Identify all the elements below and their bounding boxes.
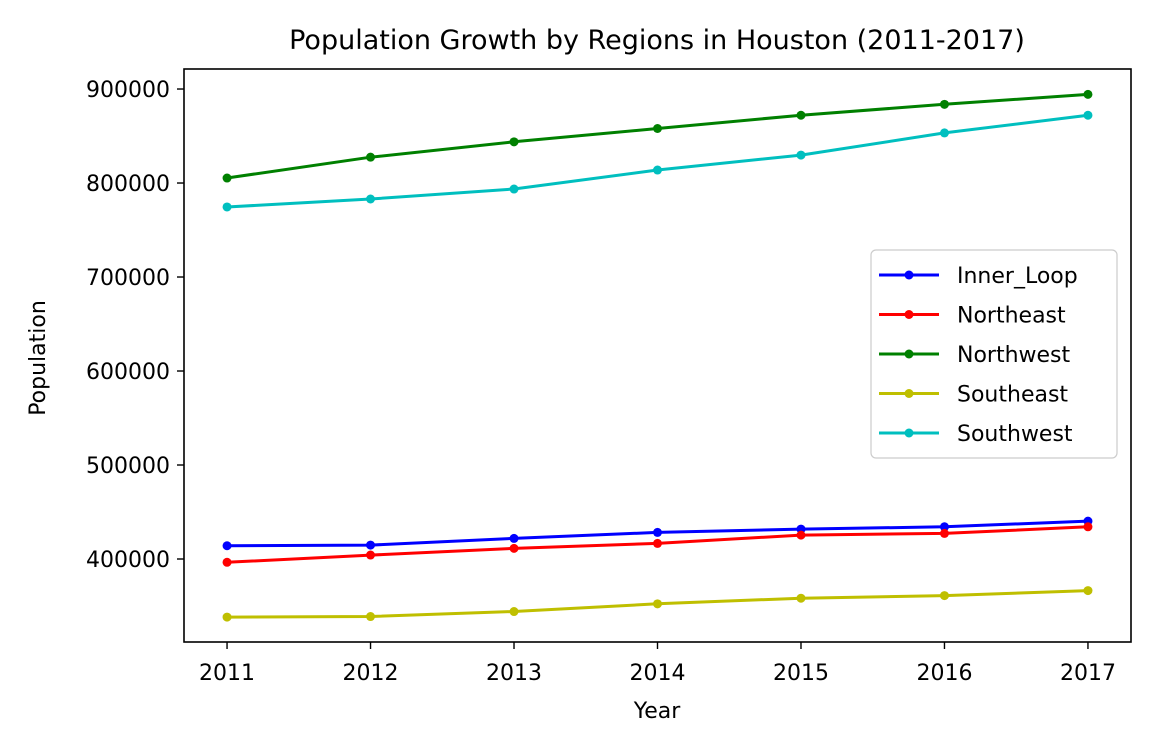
legend-marker: [904, 428, 914, 438]
x-tick-label: 2011: [199, 661, 255, 686]
legend-box: [870, 249, 1118, 459]
data-point: [796, 530, 806, 540]
data-point: [1083, 110, 1093, 120]
data-point: [509, 137, 519, 147]
data-point: [939, 128, 949, 138]
x-tick-label: 2014: [630, 661, 686, 686]
legend-item: Southeast: [879, 383, 1068, 408]
data-point: [222, 202, 232, 212]
series-northeast: [222, 522, 1093, 567]
data-point: [939, 528, 949, 538]
y-tick-label: 500000: [86, 454, 170, 479]
x-axis-label: Year: [633, 699, 682, 724]
data-point: [796, 110, 806, 120]
series-northwest: [222, 89, 1093, 183]
y-axis-label: Population: [26, 300, 51, 416]
series-southwest: [222, 110, 1093, 212]
data-point: [653, 527, 662, 537]
legend-label: Inner_Loop: [957, 264, 1078, 289]
data-point: [222, 173, 232, 183]
data-point: [653, 599, 662, 609]
x-tick-label: 2013: [486, 661, 542, 686]
series-southeast: [222, 586, 1093, 622]
y-tick-label: 900000: [86, 78, 170, 103]
data-point: [1083, 586, 1093, 596]
y-tick-label: 400000: [86, 548, 170, 573]
x-tick-label: 2015: [773, 661, 829, 686]
chart-title: Population Growth by Regions in Houston …: [289, 25, 1025, 56]
data-point: [366, 194, 376, 204]
data-point: [653, 123, 662, 133]
data-point: [653, 538, 662, 548]
data-point: [222, 557, 232, 567]
data-point: [509, 184, 519, 194]
x-tick-label: 2017: [1060, 661, 1116, 686]
data-point: [653, 165, 662, 175]
legend-marker: [904, 310, 914, 319]
x-tick-label: 2012: [343, 661, 399, 686]
legend-item: Northwest: [879, 343, 1071, 368]
data-point: [1083, 89, 1093, 99]
data-point: [366, 540, 376, 550]
legend-item: Northeast: [879, 304, 1066, 329]
data-point: [366, 550, 376, 560]
data-point: [509, 543, 519, 553]
legend-marker: [904, 389, 914, 398]
data-point: [366, 612, 376, 622]
x-tick-label: 2016: [916, 661, 972, 686]
data-point: [222, 612, 232, 622]
data-point: [796, 593, 806, 603]
data-point: [1083, 522, 1093, 532]
y-tick-label: 600000: [86, 360, 170, 385]
data-point: [366, 152, 376, 162]
data-point: [939, 522, 949, 532]
data-point: [939, 99, 949, 109]
y-tick-label: 800000: [86, 172, 170, 197]
legend-label: Southwest: [957, 422, 1073, 447]
data-point: [509, 607, 519, 617]
series-line: [226, 92, 1089, 180]
legend-marker: [904, 270, 914, 280]
data-point: [509, 533, 519, 543]
data-point: [939, 591, 949, 601]
legend-label: Northwest: [957, 343, 1071, 368]
data-point: [222, 541, 232, 551]
legend-label: Southeast: [957, 383, 1068, 408]
legend-marker: [904, 349, 914, 359]
y-tick-label: 700000: [86, 266, 170, 291]
data-point: [796, 150, 806, 160]
legend-label: Northeast: [957, 304, 1066, 329]
x-axis: 2011 2012 2013 2014 2015 2016 2017: [199, 642, 1116, 686]
series-layer: [222, 89, 1093, 622]
legend-item: Inner_Loop: [879, 264, 1078, 289]
y-axis: 400000 500000 600000 700000 800000 900000: [86, 78, 184, 573]
legend: Inner_Loop Northeast Northwest Southeast Sou…: [870, 249, 1118, 459]
legend-item: Southwest: [879, 422, 1073, 447]
